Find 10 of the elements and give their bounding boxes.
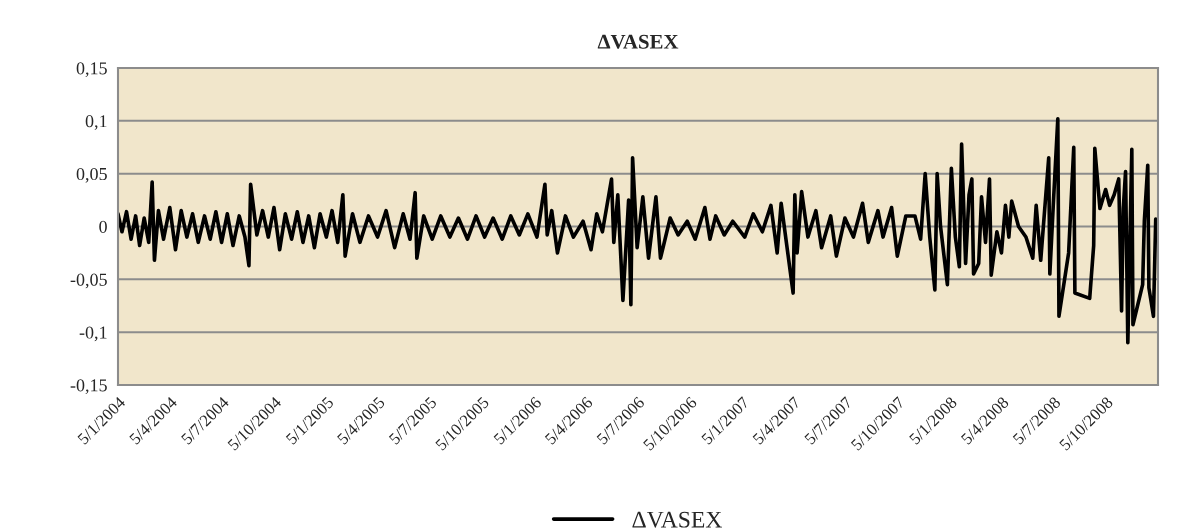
y-tick-label: -0,15 [70, 379, 107, 395]
y-tick-label: 0 [99, 220, 107, 233]
line-series [118, 116, 1158, 345]
y-tick-label: 0,1 [85, 115, 107, 130]
y-tick-label: 0,15 [76, 62, 107, 78]
chart-title: ΔVASEX [597, 34, 679, 49]
y-tick-label: -0,1 [79, 326, 107, 342]
y-tick-label: -0,05 [70, 273, 107, 289]
legend-label: ΔVASEX [632, 511, 722, 528]
y-tick-label: 0,05 [76, 167, 107, 183]
